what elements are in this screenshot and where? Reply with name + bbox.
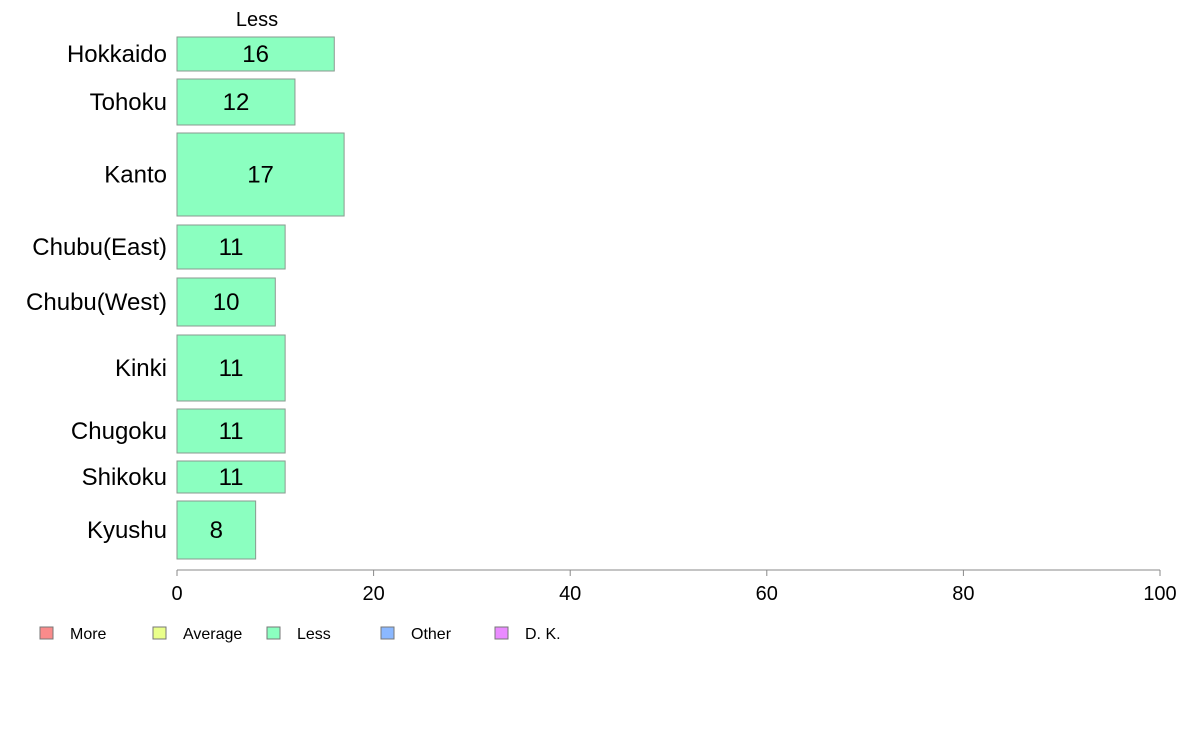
bars-group: 16 Hokkaido 12 Tohoku 17 Kanto 11 Chubu(East) 10…	[26, 36, 345, 560]
x-tick-label: 20	[362, 583, 384, 605]
x-axis: 0 20 40 60 80 100	[171, 569, 1177, 605]
bar-value-label: 16	[242, 41, 269, 68]
category-label: Hokkaido	[67, 41, 167, 68]
bar-hokkaido	[176, 36, 335, 72]
bar-value-label: 11	[219, 418, 244, 445]
bar-kanto	[176, 132, 345, 217]
bar-chugoku	[176, 408, 286, 454]
bar-shikoku	[176, 460, 286, 494]
x-tick-label: 40	[559, 583, 581, 605]
bar-value-label: 10	[213, 289, 240, 316]
bar-chubu-east	[176, 224, 286, 270]
legend-swatch	[494, 626, 509, 640]
legend-label: More	[70, 626, 107, 643]
legend-label: D. K.	[525, 626, 561, 643]
bar-kyushu	[176, 500, 257, 560]
bar-value-label: 11	[219, 464, 244, 491]
x-tick-label: 100	[1143, 583, 1176, 605]
category-label: Tohoku	[90, 89, 167, 116]
category-label: Kanto	[104, 162, 167, 189]
legend-label: Less	[297, 626, 331, 643]
bar-chubu-west	[176, 277, 276, 327]
x-tick-label: 60	[756, 583, 778, 605]
x-tick-label: 0	[171, 583, 182, 605]
column-label: Less	[236, 9, 278, 31]
legend-swatch	[266, 626, 281, 640]
legend-label: Average	[183, 626, 242, 643]
legend-label: Other	[411, 626, 452, 643]
category-label: Kyushu	[87, 517, 167, 544]
bar-value-label: 11	[219, 355, 244, 382]
bar-value-label: 17	[247, 162, 274, 189]
legend: More Average Less Other D. K.	[39, 626, 561, 643]
category-label: Chugoku	[71, 418, 167, 445]
x-tick-label: 80	[952, 583, 974, 605]
bar-kinki	[176, 334, 286, 402]
category-label: Chubu(West)	[26, 289, 167, 316]
legend-swatch	[39, 626, 54, 640]
category-label: Kinki	[115, 355, 167, 382]
legend-swatch	[380, 626, 395, 640]
bar-value-label: 11	[219, 234, 244, 261]
bar-value-label: 12	[223, 89, 250, 116]
category-label: Shikoku	[82, 464, 167, 491]
bar-value-label: 8	[210, 517, 223, 544]
legend-swatch	[152, 626, 167, 640]
category-label: Chubu(East)	[32, 234, 167, 261]
bar-tohoku	[176, 78, 296, 126]
